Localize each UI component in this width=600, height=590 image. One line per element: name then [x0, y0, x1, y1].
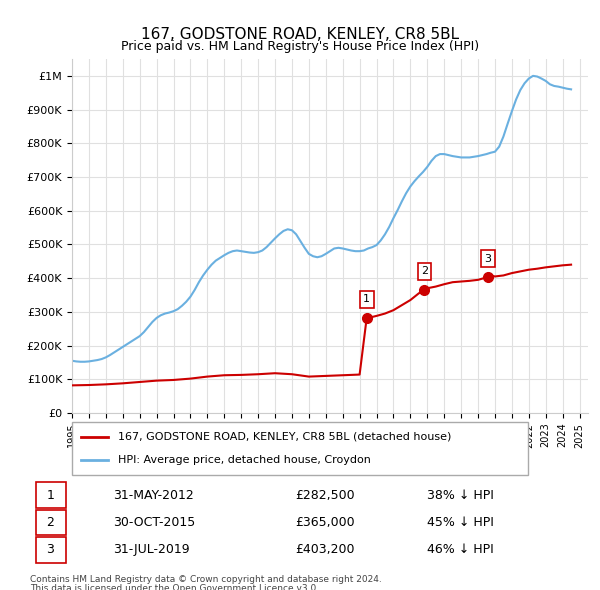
Text: 46% ↓ HPI: 46% ↓ HPI: [427, 543, 494, 556]
Text: 1: 1: [363, 294, 370, 304]
Text: 38% ↓ HPI: 38% ↓ HPI: [427, 489, 494, 502]
Text: 2: 2: [46, 516, 55, 529]
Text: 167, GODSTONE ROAD, KENLEY, CR8 5BL: 167, GODSTONE ROAD, KENLEY, CR8 5BL: [141, 27, 459, 41]
Text: 31-MAY-2012: 31-MAY-2012: [113, 489, 194, 502]
FancyBboxPatch shape: [35, 510, 66, 535]
Text: £282,500: £282,500: [295, 489, 355, 502]
Text: 1: 1: [46, 489, 55, 502]
Text: HPI: Average price, detached house, Croydon: HPI: Average price, detached house, Croy…: [118, 455, 370, 465]
Text: 167, GODSTONE ROAD, KENLEY, CR8 5BL (detached house): 167, GODSTONE ROAD, KENLEY, CR8 5BL (det…: [118, 432, 451, 442]
Text: 31-JUL-2019: 31-JUL-2019: [113, 543, 190, 556]
Text: 2: 2: [421, 267, 428, 276]
Text: 3: 3: [484, 254, 491, 264]
Text: £403,200: £403,200: [295, 543, 355, 556]
FancyBboxPatch shape: [35, 482, 66, 508]
Text: Contains HM Land Registry data © Crown copyright and database right 2024.: Contains HM Land Registry data © Crown c…: [30, 575, 382, 584]
Text: £365,000: £365,000: [295, 516, 355, 529]
Text: 30-OCT-2015: 30-OCT-2015: [113, 516, 195, 529]
Text: Price paid vs. HM Land Registry's House Price Index (HPI): Price paid vs. HM Land Registry's House …: [121, 40, 479, 53]
FancyBboxPatch shape: [72, 422, 528, 475]
Text: 45% ↓ HPI: 45% ↓ HPI: [427, 516, 494, 529]
Text: This data is licensed under the Open Government Licence v3.0.: This data is licensed under the Open Gov…: [30, 584, 319, 590]
FancyBboxPatch shape: [35, 537, 66, 563]
Text: 3: 3: [46, 543, 55, 556]
